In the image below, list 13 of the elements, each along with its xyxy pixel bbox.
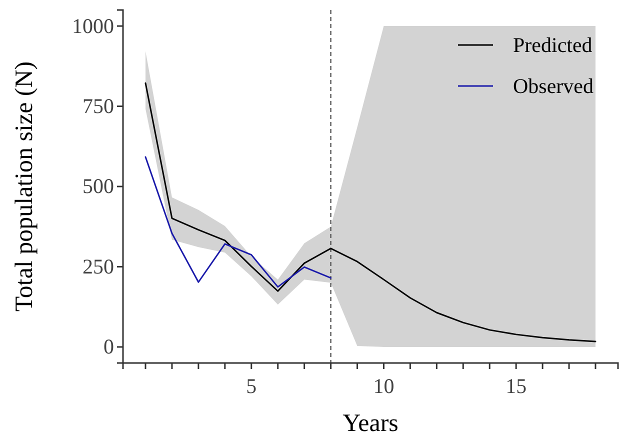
x-tick-label: 10 [373,374,394,398]
legend-label: Predicted [513,33,593,57]
y-tick-label: 750 [82,94,114,118]
line-series [144,156,332,288]
y-tick-label: 250 [82,254,114,278]
legend-label: Observed [513,74,594,98]
y-tick-label: 500 [82,174,114,198]
x-tick-label: 15 [506,374,527,398]
x-tick-label: 5 [246,374,257,398]
y-tick-label: 1000 [72,14,114,38]
y-tick-label: 0 [104,334,114,359]
x-axis-title: Years [342,410,398,437]
y-axis-title: Total population size (N) [11,61,38,312]
